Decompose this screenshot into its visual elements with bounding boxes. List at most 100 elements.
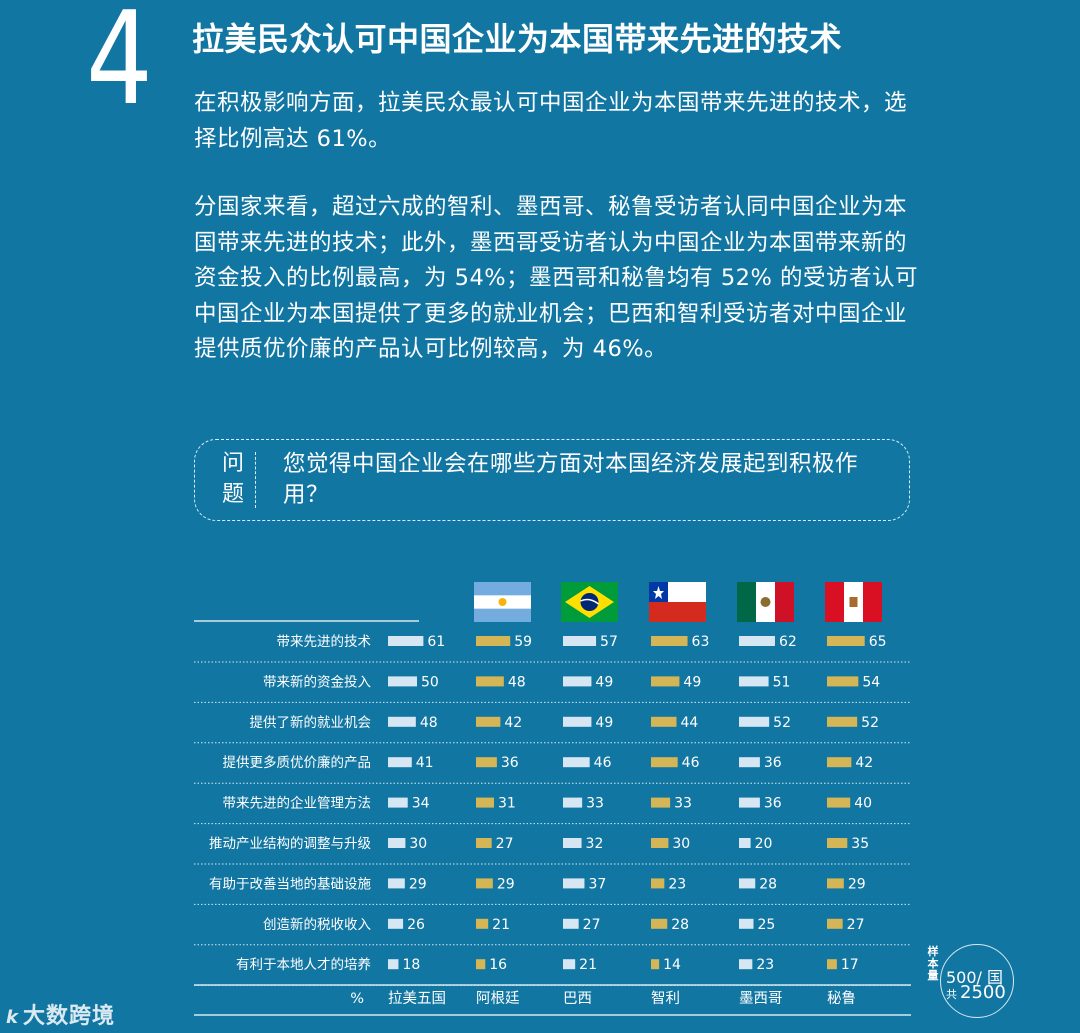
value-label: 28 — [671, 917, 689, 933]
bar — [739, 797, 760, 808]
bar — [388, 838, 406, 848]
value-label: 27 — [583, 917, 601, 933]
value-label: 36 — [764, 796, 782, 812]
sample-tag: 样本量 — [926, 945, 940, 982]
section-number: 4 — [86, 0, 153, 134]
value-label: 62 — [779, 634, 797, 650]
bar — [563, 716, 592, 727]
bar — [739, 636, 775, 646]
bar — [827, 918, 843, 929]
bar — [651, 959, 660, 970]
mexico-flag-icon — [737, 582, 794, 622]
bar — [563, 838, 582, 848]
watermark-text: 大数跨境 — [22, 1004, 115, 1029]
value-label: 32 — [586, 836, 604, 852]
bar — [476, 797, 494, 808]
bar — [651, 918, 668, 929]
bar — [827, 959, 837, 970]
value-label: 23 — [756, 957, 774, 973]
bar — [476, 959, 486, 970]
value-label: 23 — [668, 876, 686, 892]
bar — [563, 676, 592, 687]
bar — [388, 797, 408, 808]
bar — [739, 959, 753, 970]
bar — [563, 636, 597, 646]
bar — [388, 676, 417, 687]
bar — [827, 797, 851, 808]
bar — [651, 838, 669, 848]
value-label: 46 — [594, 755, 612, 771]
bar — [651, 636, 688, 646]
bar — [827, 636, 865, 646]
value-label: 50 — [421, 674, 439, 690]
value-label: 49 — [595, 715, 613, 731]
value-label: 16 — [489, 957, 507, 973]
value-label: 28 — [759, 876, 777, 892]
bar — [651, 878, 665, 889]
value-label: 29 — [409, 876, 427, 892]
brazil-flag-icon — [561, 582, 618, 622]
paragraph-1: 在积极影响方面，拉美民众最认可中国企业为本国带来先进的技术，选择比例高达 61%… — [194, 90, 908, 152]
value-label: 49 — [683, 674, 701, 690]
question-text: 您觉得中国企业会在哪些方面对本国经济发展起到积极作用？ — [283, 451, 859, 508]
row-label: 有利于本地人才的培养 — [236, 957, 371, 973]
value-label: 48 — [508, 674, 526, 690]
sample-total: 2500 — [960, 982, 1006, 1003]
chile-flag-icon — [649, 582, 706, 622]
value-label: 34 — [412, 796, 430, 812]
value-label: 61 — [427, 634, 445, 650]
bar — [827, 838, 848, 848]
value-label: 37 — [588, 876, 606, 892]
value-label: 27 — [496, 836, 514, 852]
value-label: 52 — [861, 715, 879, 731]
value-label: 31 — [498, 796, 516, 812]
bar — [563, 797, 583, 808]
value-label: 41 — [416, 755, 434, 771]
question-divider — [255, 452, 256, 508]
unit-label: % — [350, 991, 364, 1007]
value-label: 21 — [579, 957, 597, 973]
bar — [739, 918, 754, 929]
row-label: 带来先进的技术 — [277, 634, 372, 650]
bar — [476, 716, 501, 727]
bar — [388, 636, 424, 646]
value-label: 57 — [600, 634, 618, 650]
bar — [739, 716, 770, 727]
bar — [476, 757, 497, 768]
bar — [563, 878, 585, 889]
bar — [651, 797, 671, 808]
bar — [651, 676, 680, 687]
value-label: 59 — [514, 634, 532, 650]
bar — [388, 918, 404, 929]
sample-circle — [940, 944, 1014, 1018]
column-label: 秘鲁 — [827, 990, 856, 1007]
value-label: 35 — [851, 836, 869, 852]
bar — [739, 878, 756, 889]
bar — [563, 959, 576, 970]
bar — [827, 757, 852, 768]
value-label: 25 — [758, 917, 776, 933]
row-label: 提供了新的就业机会 — [250, 715, 372, 731]
value-label: 65 — [869, 634, 887, 650]
value-label: 42 — [504, 715, 522, 731]
bar — [827, 878, 844, 889]
bar — [739, 838, 751, 848]
bar — [476, 636, 511, 646]
value-label: 30 — [672, 836, 690, 852]
value-label: 33 — [674, 796, 692, 812]
question-box: 问题 您觉得中国企业会在哪些方面对本国经济发展起到积极作用？ — [194, 439, 910, 521]
value-label: 17 — [841, 957, 859, 973]
value-label: 40 — [854, 796, 872, 812]
value-label: 52 — [773, 715, 791, 731]
value-label: 42 — [855, 755, 873, 771]
watermark: k 大数跨境 — [6, 998, 115, 1030]
bar — [476, 918, 489, 929]
bar — [388, 716, 416, 727]
row-label: 提供更多质优价廉的产品 — [223, 754, 372, 771]
bar — [563, 757, 590, 768]
question-tag: 问题 — [221, 451, 244, 507]
bar — [476, 838, 492, 848]
value-label: 63 — [692, 634, 710, 650]
bar — [388, 757, 412, 768]
